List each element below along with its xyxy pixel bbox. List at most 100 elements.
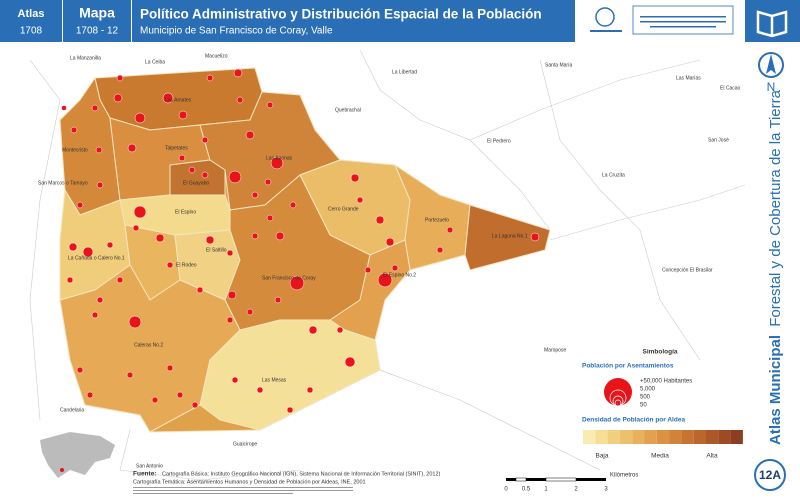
population-class-label: +50,000 Habitantes	[640, 379, 692, 385]
settlement-dot	[166, 364, 174, 372]
settlement-dot	[106, 241, 114, 249]
settlement-dot	[151, 396, 159, 404]
settlement-dot	[266, 214, 274, 222]
source-line: Cartografía Temática: Asentamientos Huma…	[133, 479, 366, 485]
settlement-dot	[128, 315, 142, 329]
scale-tick-label: 1	[544, 487, 548, 493]
settlement-dot	[375, 215, 385, 225]
settlement-dot	[132, 224, 140, 232]
source-line: Cartografía Básica: Instituto Geográfico…	[162, 471, 441, 477]
settlement-dot	[266, 101, 274, 109]
place-label: El Cacao	[720, 85, 741, 91]
place-label: Santa María	[545, 62, 572, 68]
settlement-dot	[191, 401, 199, 409]
fine-print	[133, 487, 353, 494]
municipality	[59, 67, 551, 433]
density-class-label: Media	[651, 453, 669, 460]
settlement-dot	[86, 391, 94, 399]
place-label: La Cruzita	[602, 172, 625, 178]
settlement-dot	[364, 266, 372, 274]
settlement-dot	[251, 191, 259, 199]
legend-title: Simbología	[642, 349, 677, 356]
density-class-label: Baja	[595, 453, 608, 460]
settlement-dot	[226, 316, 234, 324]
density-swatch	[718, 430, 731, 444]
settlement-dot	[196, 286, 204, 294]
vertical-title-rest: Forestal y de Cobertura de la Tierra	[767, 89, 784, 326]
place-label: La Libertad	[392, 69, 417, 75]
population-class-label: 500	[640, 395, 651, 401]
settlement-dot	[76, 201, 84, 209]
settlement-dot	[68, 242, 78, 252]
place-label: El Espino	[175, 209, 196, 215]
density-swatch	[693, 430, 706, 444]
place-label: San Francisco de Coray	[262, 275, 316, 281]
density-swatch	[730, 430, 743, 444]
settlement-dot	[126, 371, 134, 379]
sheet-badge	[754, 459, 786, 491]
aldea	[169, 159, 226, 196]
place-label: Quebrachal	[335, 107, 361, 113]
aldea	[394, 164, 471, 271]
place-label: Montecristo	[62, 147, 88, 153]
place-labels: La Manzanilla La Ceiba Macuelizo La Liberta…	[38, 53, 741, 469]
settlement-dot	[356, 196, 364, 204]
scale-tick-label: 3	[604, 487, 608, 493]
place-label: La Cañada o Calero No.1	[68, 255, 125, 261]
map-label: Mapa	[79, 5, 115, 21]
settlement-dot	[236, 96, 244, 104]
settlement-dot	[446, 226, 454, 234]
density-swatch	[632, 430, 645, 444]
settlement-dot	[308, 325, 318, 335]
settlement-dot	[113, 93, 123, 103]
place-label: El Rodeo	[176, 262, 197, 268]
settlement-dot	[76, 366, 84, 374]
logos	[590, 5, 734, 35]
settlement-dot	[91, 104, 99, 112]
sheet-number: 12A	[759, 468, 781, 482]
locator-map	[40, 432, 115, 478]
settlements	[61, 68, 540, 414]
scale-tick-label: 0.5	[522, 487, 531, 493]
settlement-dot	[286, 406, 294, 414]
density-swatch	[607, 430, 620, 444]
settlement-dot	[116, 276, 124, 284]
settlement-dot	[96, 181, 104, 189]
settlement-dot	[275, 231, 285, 241]
settlement-dot	[134, 112, 146, 124]
place-label: Las Anonas	[266, 155, 293, 161]
map-subtitle: Municipio de San Francisco de Coray, Val…	[140, 26, 333, 37]
settlement-dot	[270, 156, 284, 170]
settlement-dot	[188, 166, 196, 174]
book-icon	[756, 10, 788, 38]
scale-tick-label: 0	[504, 487, 508, 493]
background-boundaries	[29, 49, 746, 481]
place-label: San Marcos o Tamayo	[38, 180, 88, 186]
place-label: La Laguna No.1	[492, 233, 528, 239]
north-arrow	[766, 54, 776, 74]
atlas-number: 1708	[20, 26, 43, 37]
settlement-dot	[133, 205, 147, 219]
settlement-dot	[127, 143, 137, 153]
legend-population-title: Población por Asentamientos	[582, 363, 674, 370]
place-label: Talpetates	[165, 145, 188, 151]
density-swatch	[583, 430, 596, 444]
title-bar	[132, 0, 575, 42]
settlement-dot	[274, 296, 282, 304]
place-label: El Espino No.2	[383, 272, 416, 278]
settlement-dot	[70, 126, 78, 134]
north-circle	[758, 52, 784, 78]
settlement-dot	[233, 68, 243, 78]
settlement-dot	[226, 249, 234, 257]
place-label: El Saltillo	[206, 247, 227, 253]
settlement-dot	[61, 105, 67, 111]
settlement-dot	[201, 171, 209, 179]
settlement-dot	[95, 146, 103, 154]
density-ramp	[583, 430, 743, 444]
place-label: Cerro Grande	[328, 206, 359, 212]
settlement-dot	[82, 246, 94, 258]
vertical-title: Atlas Municipal Forestal y de Cobertura …	[767, 89, 784, 445]
map-box	[63, 0, 131, 42]
